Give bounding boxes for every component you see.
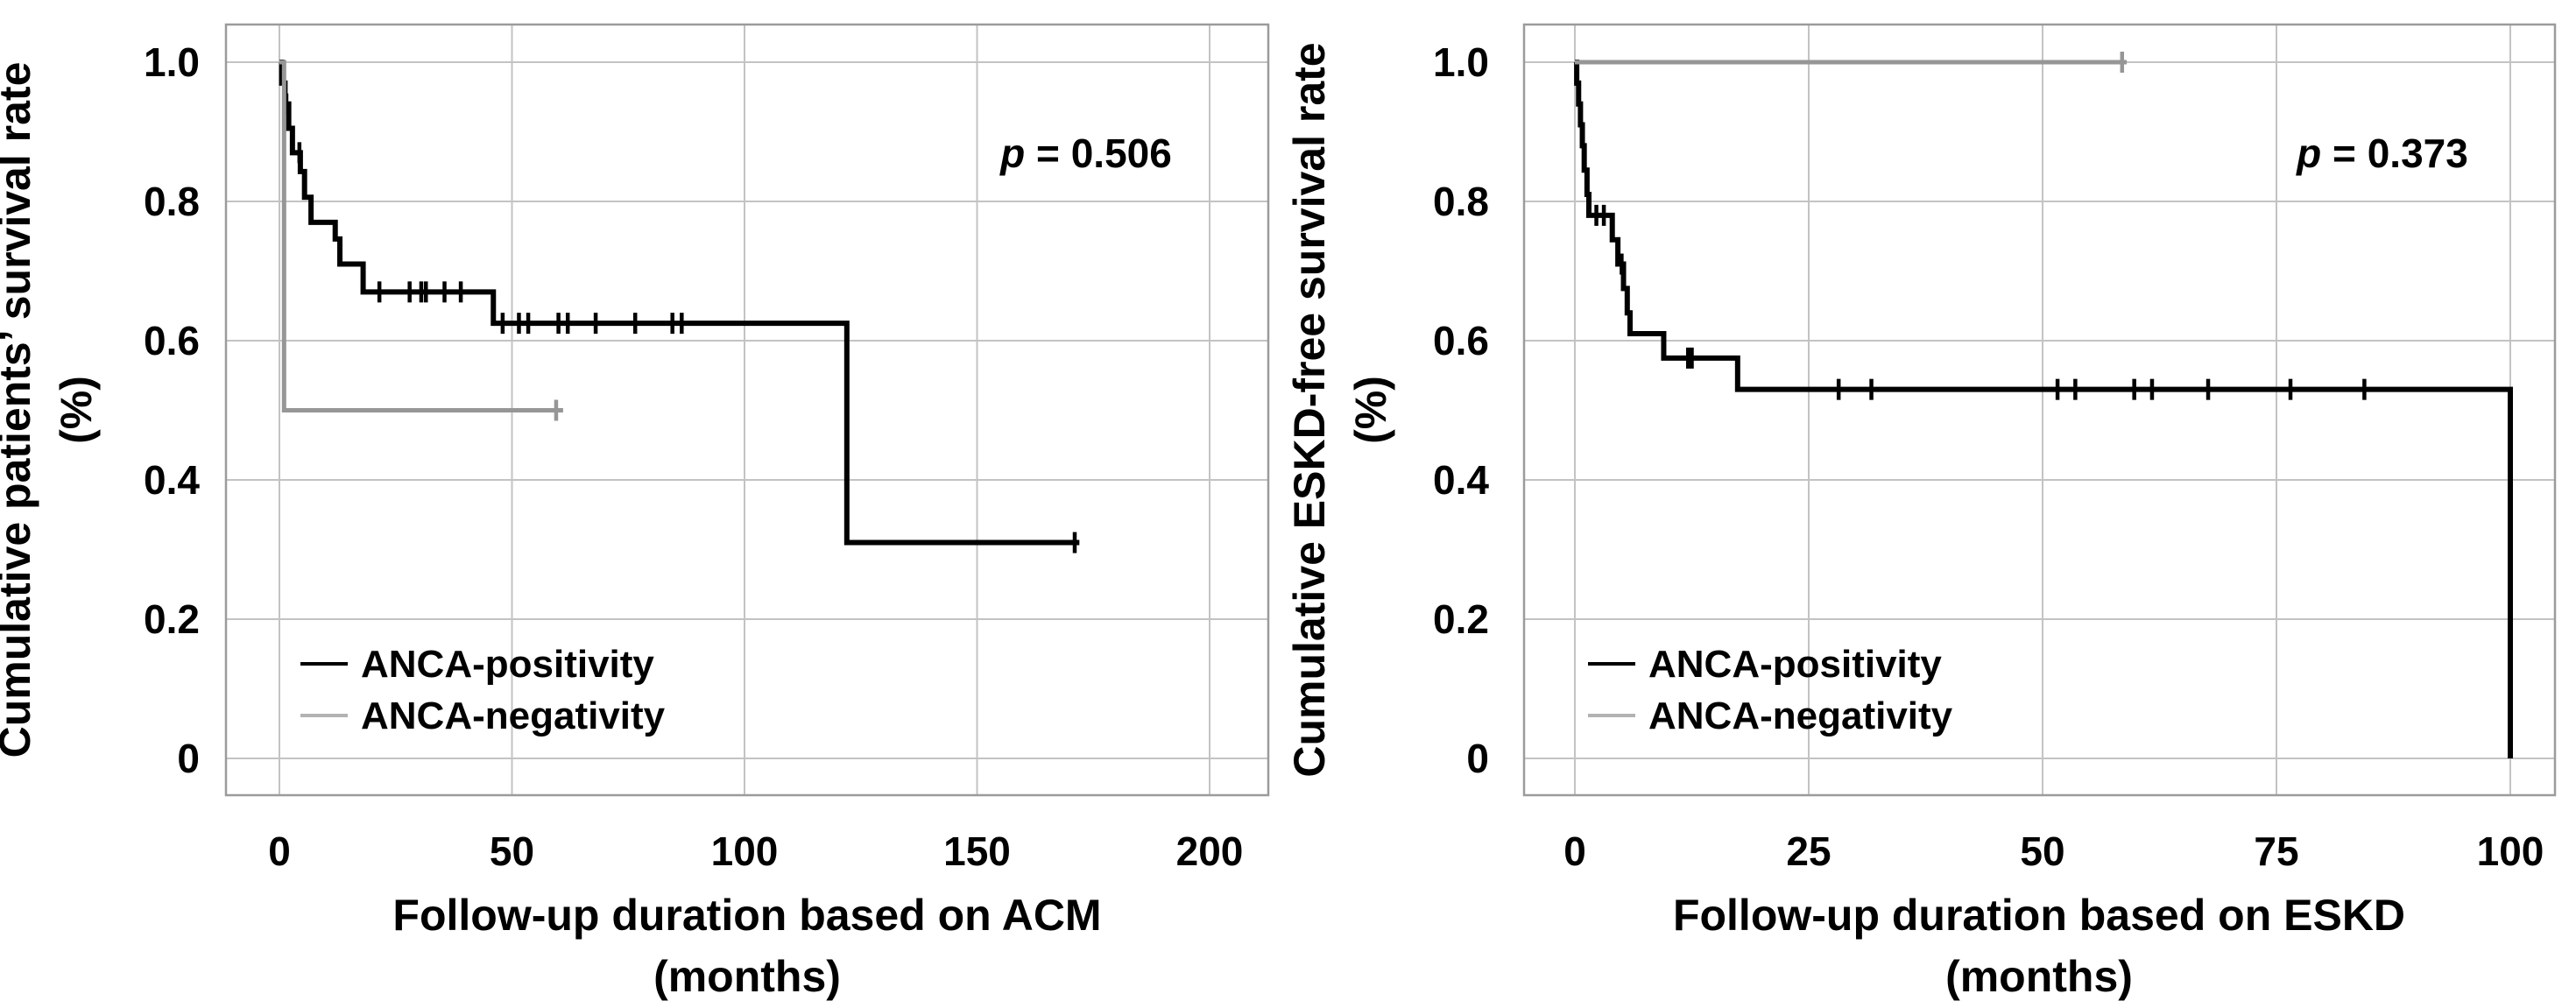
x-axis-title: Follow-up duration based on ESKD [1673,891,2405,940]
plot-frame [224,23,1270,797]
y-tick-label: 0.4 [144,457,200,503]
y-tick-label: 0.6 [1433,318,1489,363]
x-axis-title-units: (months) [1945,952,2133,1001]
km-chart-eskd: 1.0 0.8 0.6 0.4 0.2 0 0 25 50 75 100 Follow-up dura… [1288,23,2557,1001]
x-tick-label: 100 [2477,828,2544,874]
legend-label: ANCA-negativity [1648,694,1953,737]
survival-curve-anca-positivity [1574,60,2513,758]
x-tick-label: 0 [1563,828,1586,874]
x-axis-title-units: (months) [653,952,841,1001]
legend-label: ANCA-positivity [361,643,654,686]
y-tick-label: 0.2 [144,596,200,642]
p-value-label: p = 0.506 [999,130,1172,176]
y-axis-title-units: (%) [1346,376,1395,444]
plot-frame [1522,23,2557,797]
y-axis-title: Cumulative patients’ survival rate [0,62,39,758]
y-tick-label: 0.4 [1433,457,1489,503]
x-tick-label: 150 [943,828,1011,874]
x-tick-label: 25 [1786,828,1831,874]
legend-label: ANCA-negativity [361,694,666,737]
y-tick-label: 1.0 [144,39,200,85]
x-tick-label: 0 [268,828,291,874]
y-tick-label: 0 [177,736,200,781]
y-tick-label: 0.8 [1433,179,1489,224]
x-tick-label: 50 [2020,828,2064,874]
y-axis-title: Cumulative ESKD-free survival rate [1288,42,1334,777]
y-axis-title-units: (%) [52,376,101,444]
y-tick-label: 0.2 [1433,596,1489,642]
y-tick-label: 0.6 [144,318,200,363]
km-chart-acm: 1.0 0.8 0.6 0.4 0.2 0 0 50 100 150 200 Follow-up du… [0,23,1270,1001]
survival-curve-anca-positivity [279,60,1080,546]
legend-label: ANCA-positivity [1648,643,1942,686]
y-tick-label: 1.0 [1433,39,1489,85]
x-axis-title: Follow-up duration based on ACM [392,891,1101,940]
x-tick-label: 100 [711,828,779,874]
y-tick-label: 0.8 [144,179,200,224]
x-tick-label: 50 [490,828,534,874]
p-value-label: p = 0.373 [2295,130,2468,176]
x-tick-label: 75 [2254,828,2298,874]
x-tick-label: 200 [1176,828,1244,874]
survival-curve-anca-negativity [279,60,563,412]
y-tick-label: 0 [1466,736,1489,781]
